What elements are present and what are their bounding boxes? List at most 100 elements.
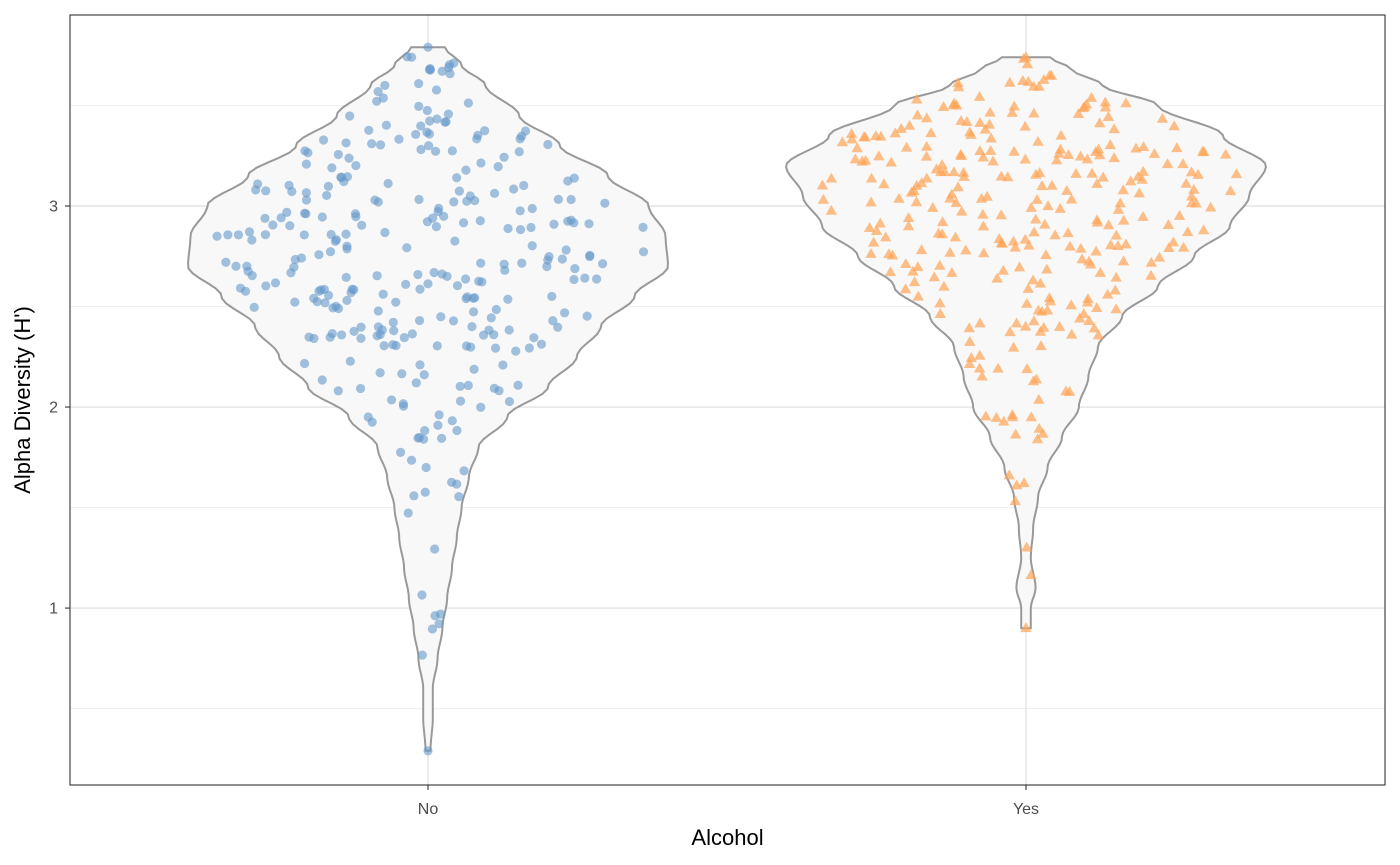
axes: 1 2 3 No Yes: [49, 198, 1039, 818]
data-point: [447, 146, 457, 156]
data-point: [1031, 433, 1044, 444]
data-point: [428, 213, 438, 223]
data-point: [956, 205, 968, 216]
data-point: [900, 141, 913, 152]
data-point: [974, 117, 986, 127]
data-point: [963, 358, 976, 369]
data-point: [1064, 240, 1076, 251]
data-point: [858, 131, 870, 142]
data-point: [429, 267, 439, 278]
data-point: [1097, 171, 1109, 182]
data-point: [432, 341, 442, 351]
data-point: [423, 42, 433, 52]
data-point: [221, 257, 231, 267]
data-point: [515, 224, 526, 235]
data-point: [946, 267, 958, 277]
data-point: [977, 208, 989, 219]
data-point: [1003, 469, 1015, 480]
data-point: [1032, 135, 1044, 146]
data-point: [1091, 177, 1103, 188]
data-point: [1007, 341, 1020, 352]
data-point: [356, 322, 366, 332]
data-point: [391, 297, 401, 307]
data-point: [1013, 261, 1026, 272]
data-point: [973, 91, 986, 101]
data-point: [465, 191, 475, 201]
data-point: [284, 180, 294, 190]
data-point: [1004, 326, 1016, 337]
data-point: [511, 346, 521, 356]
data-point: [1021, 363, 1033, 374]
data-point: [845, 127, 858, 138]
data-point: [825, 172, 838, 183]
data-point: [355, 383, 366, 394]
data-point: [301, 159, 312, 169]
data-point: [1162, 219, 1175, 229]
data-point: [878, 178, 890, 189]
data-point: [883, 248, 895, 259]
data-point: [1036, 180, 1048, 191]
violin-no: [187, 46, 669, 752]
data-point: [435, 609, 446, 619]
data-point: [963, 322, 975, 333]
data-point: [303, 148, 313, 158]
data-point: [381, 120, 392, 130]
data-point: [1055, 129, 1067, 140]
data-point: [527, 203, 537, 214]
data-point: [1049, 229, 1061, 240]
data-point: [1081, 296, 1094, 307]
data-point: [513, 380, 523, 390]
x-tick-label: Yes: [1013, 801, 1039, 818]
data-point: [504, 396, 515, 407]
data-point: [1061, 185, 1073, 195]
data-point: [467, 322, 477, 332]
data-point: [419, 370, 429, 380]
data-point: [836, 136, 849, 147]
data-point: [936, 158, 948, 169]
data-point: [409, 491, 419, 501]
data-point: [351, 160, 361, 171]
data-point: [1114, 197, 1126, 208]
data-point: [431, 85, 442, 95]
data-point: [1019, 320, 1032, 331]
data-point: [454, 186, 464, 196]
data-point: [499, 152, 509, 162]
data-point: [895, 122, 907, 133]
data-point: [950, 197, 962, 207]
data-point: [1090, 302, 1103, 313]
data-point: [938, 280, 950, 291]
data-point: [414, 432, 424, 443]
data-point: [911, 93, 923, 104]
data-point: [233, 230, 244, 240]
data-point: [1083, 255, 1095, 266]
data-point: [460, 274, 471, 284]
data-point: [1102, 219, 1115, 230]
data-point: [1034, 325, 1047, 336]
data-point: [370, 195, 380, 205]
data-point: [908, 185, 920, 196]
data-point: [1030, 168, 1042, 179]
violin-yes: [785, 56, 1267, 630]
data-point: [1156, 112, 1169, 123]
data-point: [1104, 239, 1117, 250]
data-point: [529, 333, 539, 343]
data-point: [231, 261, 241, 271]
data-point: [930, 163, 943, 174]
data-point: [995, 209, 1007, 220]
data-point: [920, 150, 933, 161]
x-axis-title: Alcohol: [691, 825, 763, 850]
data-point: [1019, 233, 1031, 244]
data-point: [978, 247, 990, 258]
data-point: [317, 375, 327, 385]
data-point: [477, 277, 487, 287]
data-point: [1196, 145, 1209, 156]
data-point: [559, 308, 570, 318]
data-point: [1030, 213, 1042, 224]
data-point: [499, 259, 509, 269]
data-point: [463, 380, 473, 391]
data-point: [980, 410, 992, 421]
data-point: [342, 295, 352, 306]
data-point: [1006, 409, 1019, 420]
data-point: [367, 417, 377, 427]
data-point: [431, 222, 441, 232]
